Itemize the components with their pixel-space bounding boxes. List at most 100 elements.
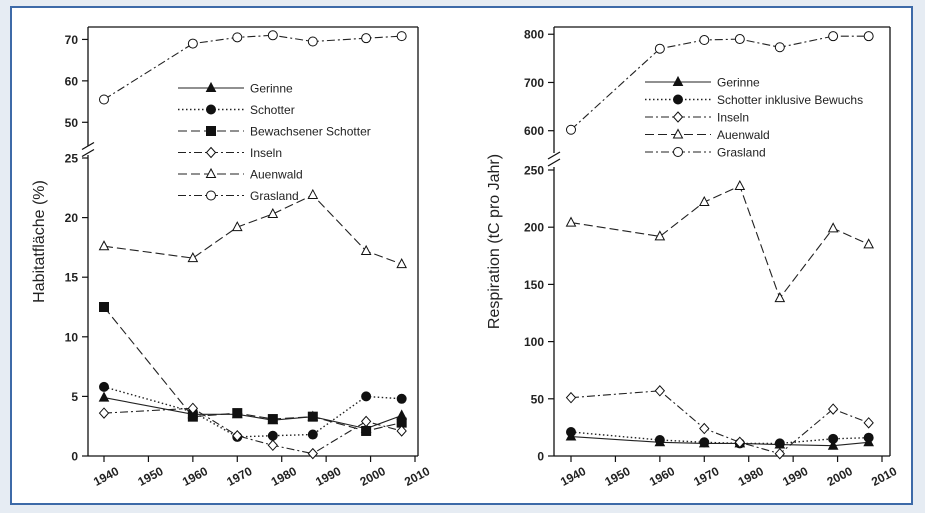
axis-break-mark [547, 158, 561, 167]
data-point [307, 36, 318, 47]
series-schotter [99, 381, 407, 442]
legend-label: Bewachsener Schotter [250, 125, 371, 139]
x-tick-label: 1950 [135, 464, 165, 489]
y-tick-label: 200 [524, 221, 544, 235]
data-point [565, 216, 577, 227]
legend-marker [205, 146, 217, 159]
data-point [827, 403, 839, 415]
chart-2: 0 50 100 150 200 250 600 700 800 1940 1950 1960 1970… [486, 26, 899, 489]
y-tick-label: 50 [531, 392, 545, 406]
y-axis-label: Habitatfläche (%) [31, 180, 48, 303]
data-point [734, 436, 746, 449]
legend-marker [672, 128, 684, 139]
data-point [774, 447, 785, 460]
x-tick-label: 1970 [691, 464, 721, 489]
series-grasland [566, 31, 874, 135]
series-line [570, 390, 869, 455]
series-inseln [98, 402, 407, 460]
data-point [187, 402, 199, 415]
y-tick-label: 60 [65, 74, 79, 88]
legend-marker [673, 94, 683, 105]
axis-break-mark [81, 148, 95, 158]
data-point [361, 425, 372, 436]
series-line [570, 431, 869, 445]
data-point [396, 31, 407, 42]
legend-label: Grasland [250, 189, 299, 203]
legend-marker [673, 147, 683, 157]
series-line [103, 306, 402, 432]
data-point [734, 179, 746, 191]
series-line [103, 397, 402, 430]
y-tick-label: 20 [65, 211, 79, 225]
data-point [99, 302, 109, 312]
y-tick-label: 800 [524, 28, 544, 42]
data-point [232, 429, 243, 442]
series-line [103, 194, 402, 265]
y-tick-label: 0 [537, 450, 544, 464]
data-point [232, 32, 243, 43]
legend-marker [206, 190, 216, 201]
data-point [654, 434, 665, 445]
data-point [566, 124, 576, 135]
series-schotter-inklusive-bewuchs [566, 426, 874, 449]
legend-label: Auenwald [250, 168, 303, 182]
data-point [828, 31, 839, 42]
data-point [187, 38, 198, 49]
data-point [361, 391, 372, 402]
series-gerinne [98, 391, 408, 433]
series-inseln [565, 385, 874, 460]
data-point [827, 222, 839, 233]
data-point [827, 439, 839, 450]
series-bewachsener-schotter [99, 302, 407, 436]
legend-label: Inseln [717, 111, 749, 125]
data-point [774, 438, 785, 449]
data-point [654, 230, 666, 241]
series-auenwald [98, 188, 408, 269]
data-point [232, 408, 243, 419]
x-tick-label: 2010 [402, 464, 432, 489]
x-tick-label: 1950 [602, 464, 632, 489]
data-point [774, 42, 785, 53]
data-point [654, 43, 665, 54]
data-point [231, 221, 243, 232]
y-tick-label: 10 [65, 330, 79, 344]
data-point [307, 411, 318, 422]
legend-marker [206, 104, 216, 115]
series-line [570, 436, 869, 447]
data-point [98, 407, 110, 419]
data-point [863, 432, 874, 443]
legend-marker [206, 126, 216, 136]
legend-label: Schotter inklusive Bewuchs [717, 93, 863, 107]
y-tick-label: 100 [524, 335, 544, 349]
series-grasland [99, 30, 407, 105]
series-line [103, 386, 402, 438]
data-point [98, 391, 110, 402]
y-tick-label: 0 [71, 450, 78, 464]
x-tick-label: 1990 [313, 464, 343, 489]
data-point [267, 30, 278, 41]
figure-frame [10, 6, 913, 505]
data-point [360, 244, 372, 255]
chart-1: 0 5 10 15 20 25 50 60 70 1940 1950 1960 1970 1980 1990… [31, 26, 432, 489]
x-tick-label: 2000 [825, 464, 855, 489]
data-point [98, 240, 110, 251]
data-point [699, 437, 710, 448]
y-tick-label: 600 [524, 124, 544, 138]
data-point [307, 188, 319, 199]
y-axis-label: Respiration (tC pro Jahr) [486, 154, 503, 329]
y-tick-label: 50 [65, 116, 79, 130]
legend-label: Gerinne [250, 82, 293, 96]
series-auenwald [565, 179, 875, 303]
data-point [863, 417, 874, 429]
data-point [566, 426, 576, 437]
x-tick-label: 1960 [647, 464, 677, 489]
legend-label: Gerinne [717, 76, 760, 90]
legend-label: Inseln [250, 146, 282, 160]
data-point [99, 381, 109, 392]
x-tick-label: 1970 [224, 464, 254, 489]
x-tick-label: 1980 [269, 464, 299, 489]
data-point [99, 94, 109, 105]
data-point [565, 391, 577, 404]
data-point [267, 430, 278, 441]
